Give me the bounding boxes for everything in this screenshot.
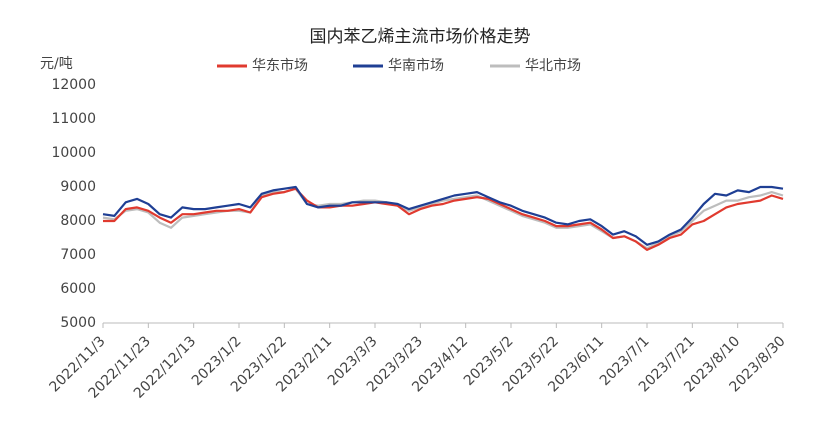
- series-line: [102, 185, 784, 246]
- y-tick-label: 12000: [51, 77, 96, 93]
- y-tick-label: 7000: [60, 247, 96, 263]
- series-line: [102, 187, 784, 250]
- legend-label: 华北市场: [525, 57, 581, 74]
- y-tick-label: 8000: [60, 213, 96, 229]
- y-tick-label: 10000: [51, 145, 96, 161]
- y-axis-label: 元/吨: [40, 56, 73, 72]
- y-tick-label: 5000: [60, 315, 96, 331]
- chart-title: 国内苯乙烯主流市场价格走势: [310, 27, 531, 47]
- series-line: [103, 187, 784, 251]
- legend-label: 华南市场: [388, 57, 444, 74]
- y-tick-label: 11000: [51, 111, 96, 127]
- legend-label: 华东市场: [252, 57, 308, 74]
- y-tick-label: 9000: [60, 179, 96, 195]
- y-tick-label: 6000: [60, 281, 96, 297]
